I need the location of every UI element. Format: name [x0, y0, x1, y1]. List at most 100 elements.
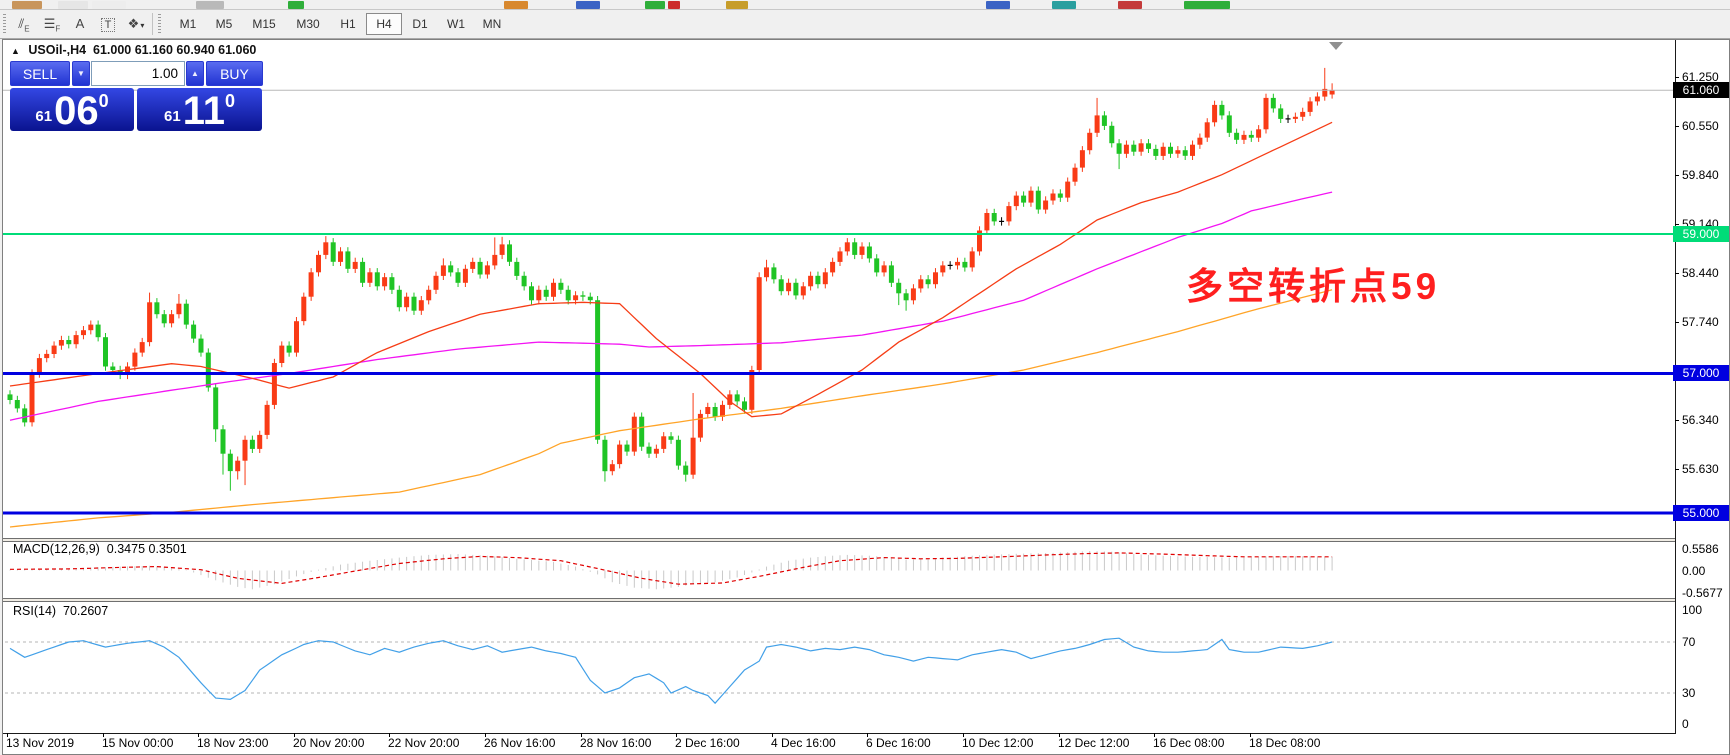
time-tick-mark — [867, 733, 868, 737]
toolbar-drag-handle[interactable] — [158, 14, 161, 34]
time-tick-mark — [103, 733, 104, 737]
toolbar-icon-fragment[interactable] — [576, 1, 600, 9]
toolbar-row-top-cropped — [0, 0, 1730, 10]
time-axis-label: 22 Nov 20:00 — [388, 736, 460, 750]
toolbar-icon-fragment[interactable] — [58, 1, 88, 9]
price-axis-label: 61.250 — [1682, 70, 1719, 84]
tf-button-M1[interactable]: M1 — [179, 17, 197, 31]
tf-button-M15[interactable]: M15 — [252, 17, 276, 31]
ma-slow-orange — [9, 289, 1333, 528]
price-badge-57: 57.000 — [1673, 365, 1729, 381]
toolbar-icon-fragment[interactable] — [92, 1, 126, 9]
rsi-pane — [5, 637, 1675, 705]
time-axis-label: 20 Nov 20:00 — [293, 736, 365, 750]
time-axis-label: 10 Dec 12:00 — [962, 736, 1034, 750]
time-tick-mark — [676, 733, 677, 737]
pane-separator-macd[interactable] — [3, 538, 1675, 542]
tf-button-D1[interactable]: D1 — [412, 17, 428, 31]
tf-button-MN[interactable]: MN — [482, 17, 502, 31]
candles — [7, 67, 1335, 491]
tf-button-H4[interactable]: H4 — [366, 13, 402, 35]
rsi-name: RSI(14) — [13, 604, 57, 618]
price-tick-mark — [1675, 420, 1679, 421]
tf-button-M5[interactable]: M5 — [215, 17, 233, 31]
toolbar-icon-fragment[interactable] — [196, 1, 224, 9]
price-tick-mark — [1675, 77, 1679, 78]
price-axis-separator — [1675, 40, 1676, 734]
toolbar-drag-handle[interactable] — [3, 14, 6, 34]
toolbar-icon-fragment[interactable] — [1118, 1, 1142, 9]
price-badge-59: 59.000 — [1673, 226, 1729, 242]
buy-price-box[interactable]: 61 11 0 — [137, 88, 262, 131]
price-tick-mark — [1675, 322, 1679, 323]
pane-separator-rsi[interactable] — [3, 598, 1675, 602]
buy-button[interactable]: BUY — [206, 61, 263, 86]
sell-price-box[interactable]: 61 06 0 — [10, 88, 134, 131]
toolbar-icon-fragment[interactable] — [645, 1, 665, 9]
price-tick-mark — [1675, 224, 1679, 225]
equidistant-channel-icon[interactable]: ⫽E — [12, 12, 36, 36]
collapse-arrow-icon[interactable]: ▲ — [11, 46, 20, 56]
buy-price-prefix: 61 — [164, 108, 181, 125]
fibonacci-icon-glyph: ☰ — [43, 16, 56, 31]
macd-axis-label: 0.5586 — [1682, 542, 1719, 556]
ohlc-values: 61.000 61.160 60.940 61.060 — [93, 43, 257, 57]
toolbar-icon-fragment[interactable] — [504, 1, 528, 9]
rsi-axis-label: 0 — [1682, 717, 1689, 731]
volume-up-button[interactable]: ▲ — [186, 61, 204, 86]
chart-window: ▲ USOil-,H4 61.000 61.160 60.940 61.060 … — [2, 39, 1730, 755]
text-label-icon[interactable]: T — [96, 12, 120, 36]
volume-input[interactable] — [91, 61, 185, 86]
ma-mid-magenta — [9, 191, 1333, 421]
time-tick-mark — [294, 733, 295, 737]
arrows-icon-glyph: ❖ — [127, 16, 140, 31]
time-tick-mark — [581, 733, 582, 737]
tool-subscript: F — [55, 24, 61, 34]
text-icon-glyph: A — [75, 16, 85, 31]
fibonacci-icon[interactable]: ☰F — [40, 12, 64, 36]
time-tick-mark — [1059, 733, 1060, 737]
tf-button-H1[interactable]: H1 — [340, 17, 356, 31]
time-tick-mark — [963, 733, 964, 737]
toolbar-icon-fragment[interactable] — [986, 1, 1010, 9]
toolbar-icon-fragment[interactable] — [288, 1, 304, 9]
macd-values: 0.3475 0.3501 — [106, 542, 187, 556]
volume-down-button[interactable]: ▼ — [72, 61, 90, 86]
chart-canvas[interactable] — [3, 40, 1675, 734]
price-badge-55: 55.000 — [1673, 505, 1729, 521]
buy-price-big: 11 — [182, 89, 225, 134]
tf-button-M30[interactable]: M30 — [296, 17, 320, 31]
sell-price-prefix: 61 — [35, 108, 53, 125]
time-axis-label: 13 Nov 2019 — [6, 736, 75, 750]
time-axis-label: 18 Dec 08:00 — [1249, 736, 1321, 750]
time-axis-label: 18 Nov 23:00 — [197, 736, 269, 750]
time-tick-mark — [7, 733, 8, 737]
sell-price-sup: 0 — [98, 91, 109, 111]
text-icon[interactable]: A — [68, 12, 92, 36]
arrows-icon[interactable]: ❖▾ — [124, 12, 148, 36]
chart-shift-marker-icon[interactable] — [1329, 42, 1343, 50]
price-tick-mark — [1675, 126, 1679, 127]
toolbar-icon-fragment[interactable] — [12, 1, 42, 9]
time-axis-label: 16 Dec 08:00 — [1153, 736, 1225, 750]
time-tick-mark — [772, 733, 773, 737]
price-tick-mark — [1675, 273, 1679, 274]
macd-axis-label: 0.00 — [1682, 564, 1706, 578]
toolbar-icon-fragment[interactable] — [726, 1, 748, 9]
toolbar-icon-fragment[interactable] — [668, 1, 680, 9]
toolbar-row-main: ⫽E ☰F A T ❖▾ M1 M5 M15 M30 H1 H4 D1 W1 MN — [0, 10, 1730, 39]
time-axis-label: 4 Dec 16:00 — [771, 736, 836, 750]
toolbar-icon-fragment[interactable] — [1184, 1, 1230, 9]
price-axis-label: 58.440 — [1682, 266, 1719, 280]
sell-price-big: 06 — [54, 89, 99, 134]
text-label-icon-glyph: T — [100, 18, 116, 32]
time-axis-label: 6 Dec 16:00 — [866, 736, 931, 750]
dropdown-caret-icon[interactable]: ▾ — [140, 21, 145, 30]
toolbar-icon-fragment[interactable] — [1052, 1, 1076, 9]
sell-button[interactable]: SELL — [10, 61, 70, 86]
tf-button-W1[interactable]: W1 — [447, 17, 465, 31]
equidistant-channel-icon-glyph: ⫽ — [18, 16, 25, 31]
time-axis-label: 28 Nov 16:00 — [580, 736, 652, 750]
time-axis-label: 2 Dec 16:00 — [675, 736, 740, 750]
